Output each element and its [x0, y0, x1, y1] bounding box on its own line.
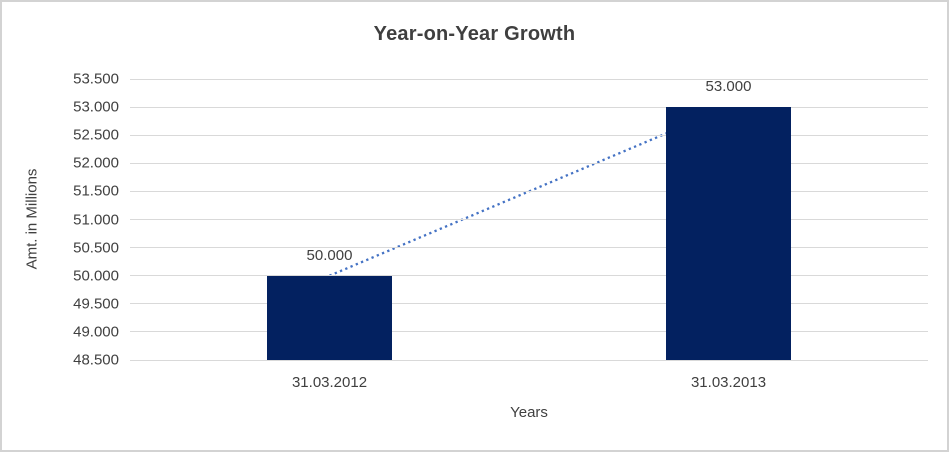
y-tick-label: 51.000 — [73, 211, 119, 228]
gridline — [130, 359, 928, 361]
x-tick-label: 31.03.2012 — [291, 374, 368, 391]
gridline — [130, 331, 928, 333]
x-axis-title: Years — [510, 404, 548, 421]
gridline — [130, 190, 928, 192]
gridline — [130, 106, 928, 108]
gridline — [130, 275, 928, 277]
gridline — [130, 247, 928, 249]
y-tick-label: 52.000 — [73, 154, 119, 172]
gridline — [130, 134, 928, 136]
data-label: 53.000 — [705, 78, 752, 96]
bar-31.03.2012[interactable] — [267, 275, 392, 360]
y-tick-label: 50.500 — [73, 239, 119, 257]
gridline — [130, 303, 928, 305]
bar-31.03.2013[interactable] — [666, 107, 791, 360]
gridline — [130, 219, 928, 220]
y-tick-label: 53.000 — [73, 98, 119, 116]
x-tick-label: 31.03.2013 — [690, 374, 767, 391]
y-tick-label: 51.500 — [73, 182, 119, 200]
y-tick-label: 50.000 — [73, 267, 119, 285]
gridline — [130, 78, 928, 80]
y-tick-label: 48.500 — [73, 351, 119, 369]
data-label: 50.000 — [306, 246, 353, 264]
y-tick-label: 49.500 — [73, 295, 119, 313]
y-tick-label: 53.500 — [73, 70, 119, 88]
y-axis-title: Amt. in Millions — [23, 168, 41, 270]
chart-title: Year-on-Year Growth — [373, 23, 576, 45]
y-tick-label: 52.500 — [73, 126, 119, 144]
y-tick-label: 49.000 — [73, 323, 119, 341]
gridline — [130, 162, 928, 164]
